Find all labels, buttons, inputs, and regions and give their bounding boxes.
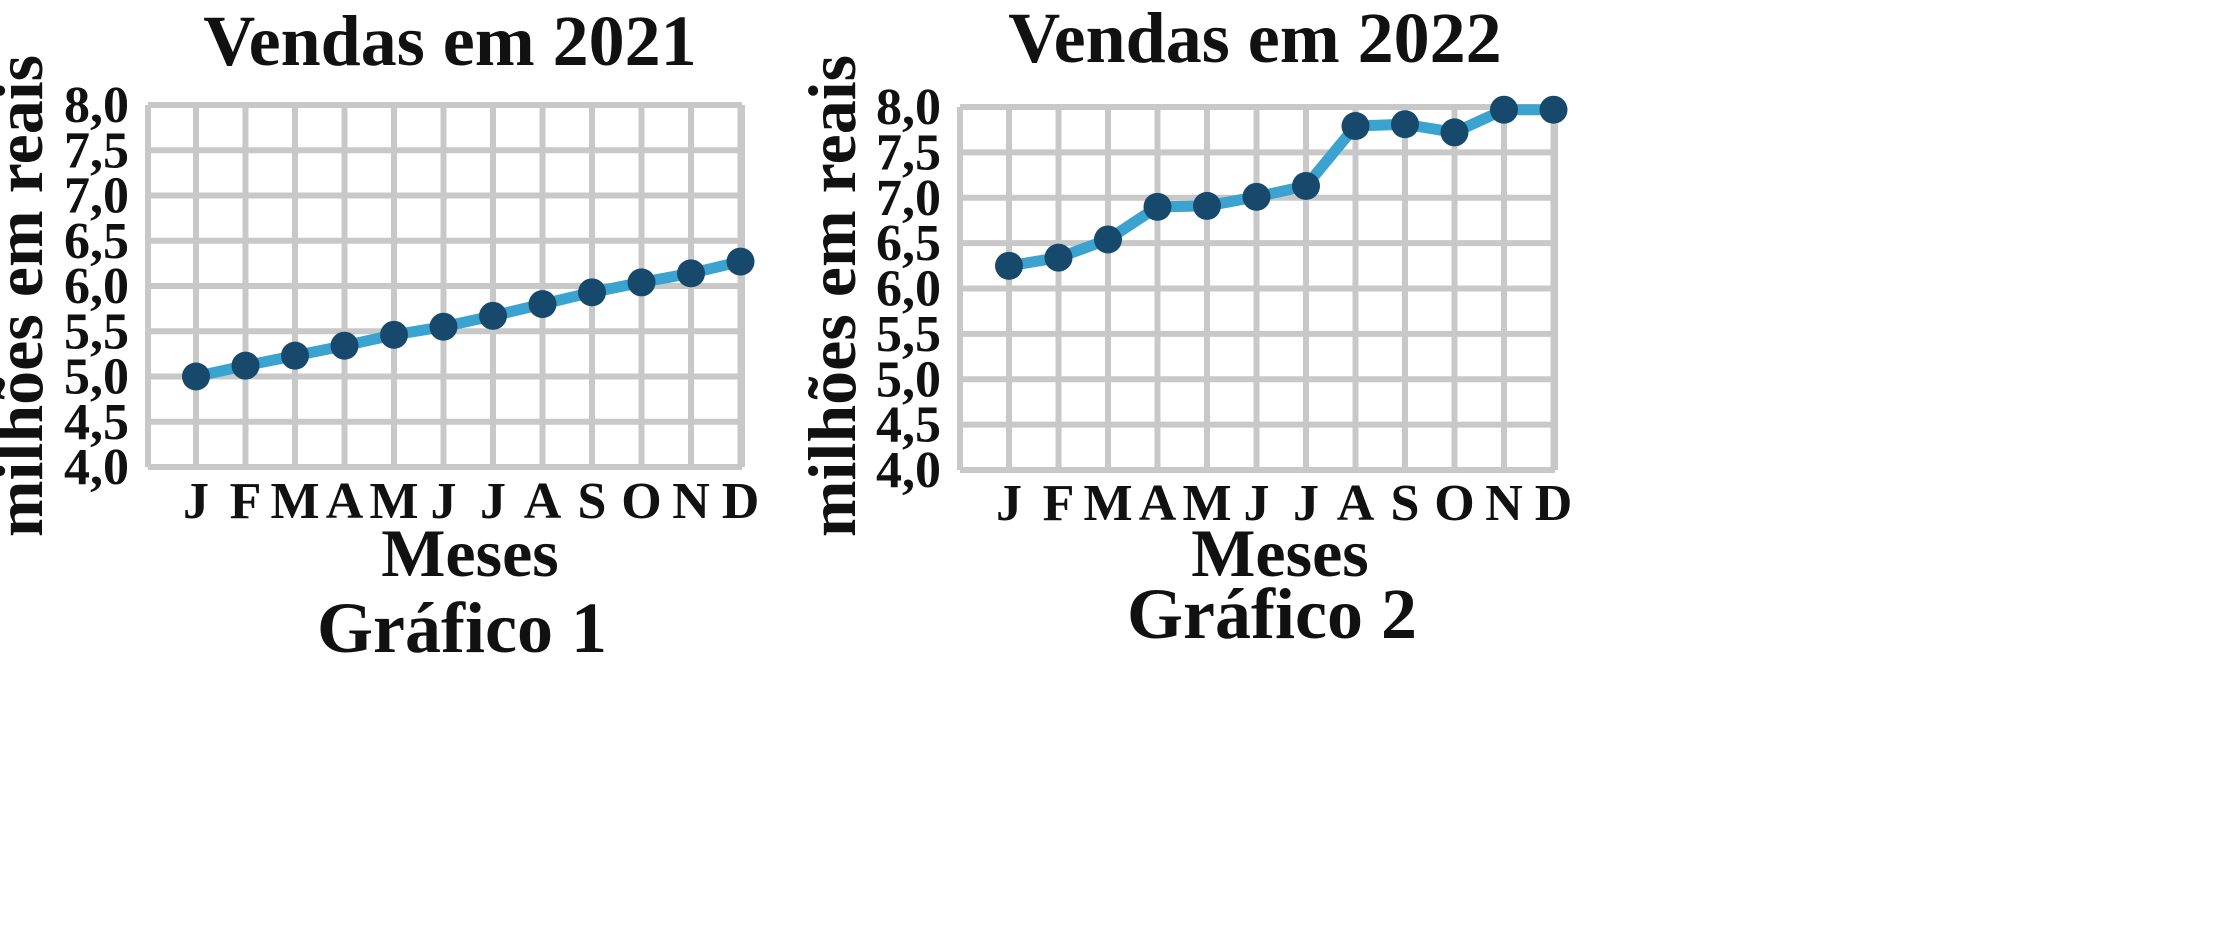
data-point — [1094, 225, 1122, 254]
y-tick-label: 5,5 — [64, 303, 129, 360]
x-tick-label: J — [183, 473, 209, 530]
y-tick-label: 5,0 — [64, 349, 129, 406]
x-tick-label: J — [480, 473, 506, 530]
data-point — [726, 247, 755, 276]
chart-2: Vendas em 2022 4,04,55,05,56,06,57,07,58,… — [794, 0, 1572, 654]
x-tick-label: N — [1485, 475, 1523, 532]
chart-caption: Gráfico 1 — [317, 588, 607, 668]
data-point — [479, 301, 507, 330]
y-tick-label: 6,0 — [876, 261, 941, 318]
data-point — [330, 331, 359, 360]
data-point — [1341, 112, 1370, 141]
y-tick-label: 6,5 — [64, 213, 129, 270]
data-point — [1292, 171, 1320, 200]
data-point — [1044, 243, 1073, 272]
y-axis-label: milhões em reais — [0, 55, 57, 537]
data-point — [1193, 191, 1221, 220]
data-point — [1242, 182, 1271, 211]
x-tick-label: S — [1391, 475, 1420, 532]
x-tick-label: J — [431, 473, 457, 530]
data-point — [528, 290, 557, 319]
data-point — [281, 341, 309, 370]
x-tick-label: J — [1244, 475, 1270, 532]
y-tick-label: 8,0 — [64, 77, 129, 134]
chart-title: Vendas em 2022 — [1008, 0, 1501, 78]
x-tick-label: F — [230, 473, 262, 530]
x-tick-label: D — [1535, 475, 1573, 532]
gridlines — [145, 102, 745, 470]
y-tick-label: 4,0 — [876, 442, 941, 499]
series-line — [190, 256, 746, 382]
chart-caption: Gráfico 2 — [1127, 574, 1417, 654]
y-tick-label: 7,5 — [876, 124, 941, 181]
y-tick-label: 4,0 — [64, 439, 129, 496]
data-point — [1539, 95, 1568, 124]
data-point — [1440, 118, 1469, 147]
x-tick-label: F — [1043, 475, 1075, 532]
x-tick-label: M — [369, 473, 418, 530]
x-tick-label: A — [1337, 475, 1375, 532]
x-tick-label: J — [996, 475, 1022, 532]
y-tick-label: 4,5 — [64, 394, 129, 451]
y-axis-label: milhões em reais — [794, 55, 870, 537]
data-point — [627, 268, 656, 297]
chart-1: Vendas em 2021 4,04,55,05,56,06,57,07,58,… — [0, 1, 759, 668]
x-tick-label: O — [621, 473, 661, 530]
y-tick-label: 7,0 — [876, 170, 941, 227]
x-tick-label: D — [722, 473, 760, 530]
data-point — [182, 362, 210, 391]
data-point — [995, 251, 1023, 280]
x-tick-label: M — [1083, 475, 1132, 532]
y-tick-label: 6,0 — [64, 258, 129, 315]
data-point — [677, 259, 705, 288]
x-tick-label: M — [1182, 475, 1231, 532]
x-axis-label: Meses — [381, 515, 558, 591]
x-tick-label: J — [1293, 475, 1319, 532]
x-axis-label: Meses — [1191, 515, 1368, 591]
gridlines — [957, 104, 1558, 473]
x-tick-label: A — [1139, 475, 1177, 532]
data-point — [231, 351, 260, 380]
data-point — [380, 320, 408, 349]
y-tick-label: 6,5 — [876, 215, 941, 272]
y-tick-label: 4,5 — [876, 397, 941, 454]
chart-title: Vendas em 2021 — [203, 1, 696, 81]
x-tick-label: M — [270, 473, 319, 530]
y-tick-label: 7,0 — [64, 168, 129, 225]
data-point — [1143, 192, 1172, 221]
y-tick-label: 8,0 — [876, 79, 941, 136]
data-point — [429, 312, 458, 341]
x-tick-label: N — [672, 473, 710, 530]
data-point — [578, 278, 606, 307]
x-tick-label: S — [578, 473, 607, 530]
data-point — [1490, 95, 1518, 124]
data-point — [1391, 110, 1419, 139]
x-tick-label: O — [1434, 475, 1474, 532]
x-tick-label: A — [326, 473, 364, 530]
y-tick-label: 5,0 — [876, 351, 941, 408]
y-tick-label: 7,5 — [64, 122, 129, 179]
x-tick-label: A — [524, 473, 562, 530]
y-tick-label: 5,5 — [876, 306, 941, 363]
